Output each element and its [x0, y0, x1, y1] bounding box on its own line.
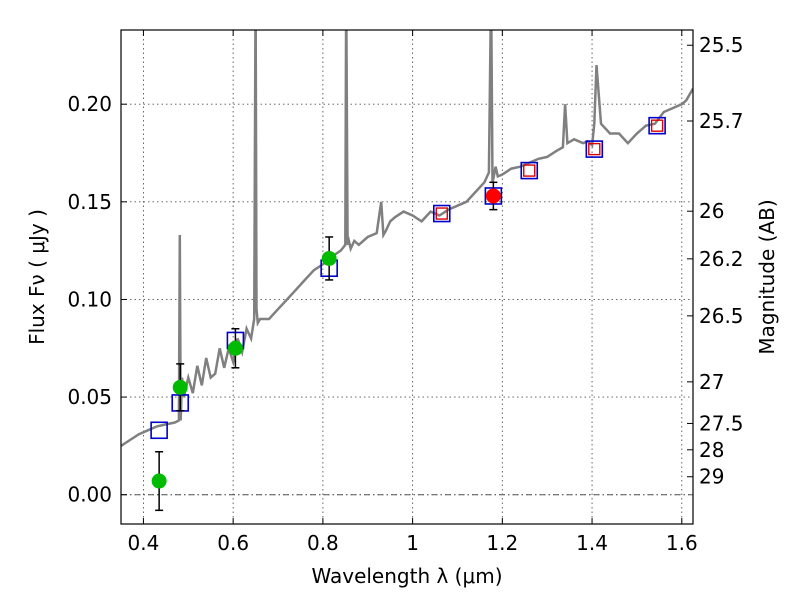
model-square-blue: [520, 161, 539, 180]
y-tick-label: 0.20: [67, 92, 112, 116]
y2-axis-label: Magnitude (AB): [755, 199, 779, 354]
y2-tick-label: 26: [699, 199, 724, 223]
y2-tick-label: 27.5: [699, 411, 744, 435]
model-square-red: [435, 207, 448, 220]
x-tick-label: 1.6: [666, 531, 698, 555]
y2-tick-label: 28: [699, 438, 724, 462]
x-tick-label: 0.8: [307, 531, 339, 555]
model-spectrum-line: [121, 30, 693, 447]
model-square-red: [650, 119, 664, 132]
x-tick-label: 1: [406, 531, 419, 555]
photometry-point-green: [321, 250, 337, 266]
model-square-blue: [648, 116, 666, 135]
x-tick-label: 1.4: [576, 531, 608, 555]
x-tick-label: 0.6: [217, 531, 249, 555]
photometry-point-green: [172, 379, 188, 395]
photometry-point-red: [485, 188, 501, 204]
model-square-blue: [432, 204, 451, 223]
x-tick-label: 0.4: [128, 531, 160, 555]
y2-tick-label: 25.5: [699, 33, 744, 57]
plot-frame: [120, 29, 694, 525]
y-tick-label: 0.10: [67, 287, 112, 311]
x-tick-label: 1.2: [486, 531, 518, 555]
y-tick-label: 0.15: [67, 190, 112, 214]
model-square-red: [523, 164, 536, 177]
photometry-point-green: [151, 473, 167, 489]
y2-tick-label: 29: [699, 465, 724, 489]
y2-tick-label: 26.2: [699, 247, 744, 271]
model-square-blue: [585, 140, 604, 158]
axis-ticks: 0.4 0.6 0.8 1 1.2 1.4 1.6 0.00 0.05 0.10 0.15 0.20 2…: [67, 30, 744, 555]
x-axis-label: Wavelength λ (μm): [311, 564, 502, 588]
model-square-blue: [150, 421, 168, 440]
photometry-point-green: [227, 340, 243, 356]
y-tick-label: 0.05: [67, 385, 112, 409]
model-square-red: [588, 142, 601, 156]
grid-lines: [121, 30, 693, 524]
y-tick-label: 0.00: [67, 483, 112, 507]
data-marks: [150, 116, 666, 512]
y2-tick-label: 25.7: [699, 109, 744, 133]
y2-tick-label: 26.5: [699, 304, 744, 328]
y2-tick-label: 27: [699, 370, 724, 394]
y-axis-label: Flux Fν ( μJy ): [25, 209, 49, 345]
